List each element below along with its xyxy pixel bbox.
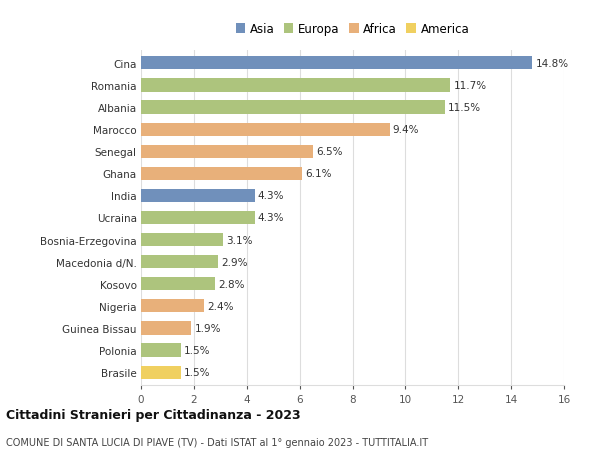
Bar bbox=[141, 57, 532, 70]
Bar bbox=[141, 146, 313, 158]
Bar bbox=[141, 322, 191, 335]
Bar bbox=[141, 256, 218, 269]
Text: 4.3%: 4.3% bbox=[258, 213, 284, 223]
Text: 14.8%: 14.8% bbox=[535, 59, 569, 69]
Text: 1.5%: 1.5% bbox=[184, 345, 211, 355]
Text: 2.4%: 2.4% bbox=[208, 301, 234, 311]
Text: 3.1%: 3.1% bbox=[226, 235, 253, 245]
Bar bbox=[141, 190, 254, 202]
Text: 11.7%: 11.7% bbox=[454, 81, 487, 91]
Bar bbox=[141, 300, 205, 313]
Bar bbox=[141, 79, 451, 92]
Bar bbox=[141, 212, 254, 224]
Bar bbox=[141, 234, 223, 246]
Bar bbox=[141, 168, 302, 180]
Bar bbox=[141, 123, 389, 136]
Text: 4.3%: 4.3% bbox=[258, 191, 284, 201]
Bar bbox=[141, 366, 181, 379]
Text: 1.9%: 1.9% bbox=[194, 323, 221, 333]
Text: 11.5%: 11.5% bbox=[448, 103, 481, 113]
Text: 1.5%: 1.5% bbox=[184, 367, 211, 377]
Text: COMUNE DI SANTA LUCIA DI PIAVE (TV) - Dati ISTAT al 1° gennaio 2023 - TUTTITALIA: COMUNE DI SANTA LUCIA DI PIAVE (TV) - Da… bbox=[6, 437, 428, 447]
Text: 9.4%: 9.4% bbox=[392, 125, 419, 135]
Text: Cittadini Stranieri per Cittadinanza - 2023: Cittadini Stranieri per Cittadinanza - 2… bbox=[6, 408, 301, 421]
Text: 2.8%: 2.8% bbox=[218, 279, 245, 289]
Bar bbox=[141, 278, 215, 291]
Text: 2.9%: 2.9% bbox=[221, 257, 247, 267]
Legend: Asia, Europa, Africa, America: Asia, Europa, Africa, America bbox=[236, 23, 469, 36]
Bar bbox=[141, 101, 445, 114]
Text: 6.5%: 6.5% bbox=[316, 147, 343, 157]
Text: 6.1%: 6.1% bbox=[305, 169, 332, 179]
Bar bbox=[141, 344, 181, 357]
